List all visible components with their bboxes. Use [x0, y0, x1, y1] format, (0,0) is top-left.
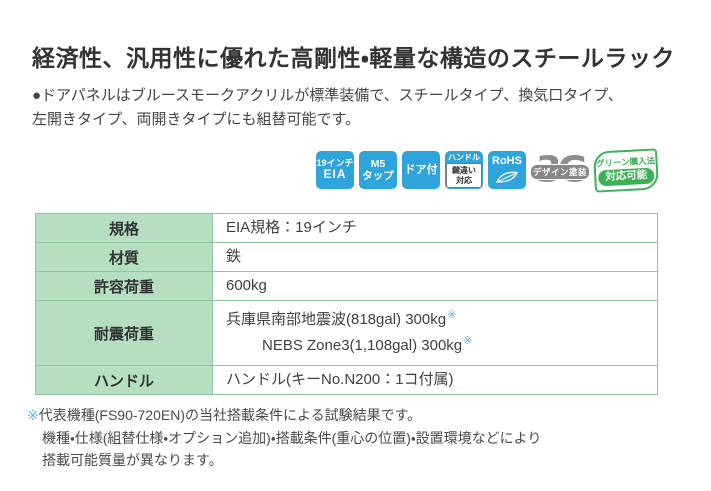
table-row-material: 材質 鉄 — [35, 242, 658, 273]
row-label: 規格 — [35, 213, 213, 244]
table-row-handle: ハンドル ハンドル(キーNo.N200：1コ付属) — [35, 365, 658, 396]
product-description: ●ドアパネルはブルースモークアクリルが標準装備で、スチールタイプ、換気口タイプ、… — [32, 84, 687, 134]
row-value: EIA規格：19インチ — [212, 213, 658, 244]
row-value: ハンドル(キーNo.N200：1コ付属) — [212, 365, 658, 396]
badge-handle-key: ハンドル 鍵違い 対応 — [445, 151, 483, 190]
badge-handle-body-line1: 鍵違い — [452, 166, 476, 176]
description-line-2: 左開きタイプ、両開きタイプにも組替可能です。 — [32, 111, 361, 129]
badge-design-coating: 3G デザイン塗装 — [530, 151, 590, 189]
spec-table: 規格 EIA規格：19インチ 材質 鉄 許容荷重 600kg 耐震荷重 兵庫県南… — [35, 213, 658, 396]
badge-handle-header: ハンドル — [448, 153, 480, 163]
badge-m5-line1: M5 — [370, 158, 386, 171]
footnote-line-3: 搭載可能質量が異なります。 — [42, 452, 223, 469]
badge-design-label: デザイン塗装 — [530, 164, 590, 181]
badge-rohs: RoHS — [488, 151, 526, 190]
row-label: ハンドル — [35, 365, 213, 396]
row-label: 耐震荷重 — [35, 300, 213, 367]
feature-badge-row: 19インチ EIA M5 タップ ドア付 ハンドル 鍵違い 対応 RoHS 3G — [0, 147, 660, 193]
badge-green-line2: 対応可能 — [597, 167, 655, 186]
table-row-allowable-load: 許容荷重 600kg — [35, 271, 658, 302]
note-mark: ※ — [447, 309, 457, 322]
table-row-standard: 規格 EIA規格：19インチ — [35, 213, 658, 244]
note-mark: ※ — [463, 335, 473, 348]
row-label: 材質 — [35, 242, 213, 273]
badge-m5-line2: タップ — [362, 170, 394, 183]
badge-rohs-label: RoHS — [492, 155, 522, 168]
description-line-1: ●ドアパネルはブルースモークアクリルが標準装備で、スチールタイプ、換気口タイプ、 — [32, 86, 623, 104]
footnote-mark: ※ — [27, 407, 39, 424]
row-value: 兵庫県南部地震波(818gal) 300kg※ NEBS Zone3(1,108… — [212, 300, 658, 367]
footnote-line-2: 機種・仕様(組替仕様・オプション追加)・搭載条件(重心の位置)・設置環境などによ… — [42, 429, 542, 446]
footnotes: ※代表機種(FS90-720EN)の当社搭載条件による試験結果です。 機種・仕様… — [27, 404, 687, 472]
seismic-line-2: NEBS Zone3(1,108gal) 300kg※ — [262, 335, 473, 355]
badge-19inch-line1: 19インチ — [316, 158, 354, 169]
row-value: 600kg — [212, 271, 658, 302]
badge-handle-body-line2: 対応 — [456, 175, 472, 185]
badge-handle-body: 鍵違い 対応 — [446, 163, 482, 189]
badge-m5-tap: M5 タップ — [359, 151, 397, 190]
badge-door: ドア付 — [402, 151, 440, 190]
row-label: 許容荷重 — [35, 271, 213, 302]
page-title: 経済性、汎用性に優れた高剛性・軽量な構造のスチールラック — [32, 45, 675, 71]
seismic-line-1: 兵庫県南部地震波(818gal) 300kg※ — [226, 309, 457, 329]
leaf-icon — [495, 171, 518, 183]
badge-green-purchase-law: グリーン購入法 対応可能 — [592, 147, 660, 193]
badge-19inch-eia: 19インチ EIA — [316, 151, 354, 190]
badge-19inch-line2: EIA — [323, 167, 347, 182]
row-value: 鉄 — [212, 242, 658, 273]
table-row-seismic-load: 耐震荷重 兵庫県南部地震波(818gal) 300kg※ NEBS Zone3(… — [35, 300, 658, 367]
footnote-line-1: ※代表機種(FS90-720EN)の当社搭載条件による試験結果です。 — [27, 407, 422, 424]
badge-door-label: ドア付 — [404, 163, 438, 176]
